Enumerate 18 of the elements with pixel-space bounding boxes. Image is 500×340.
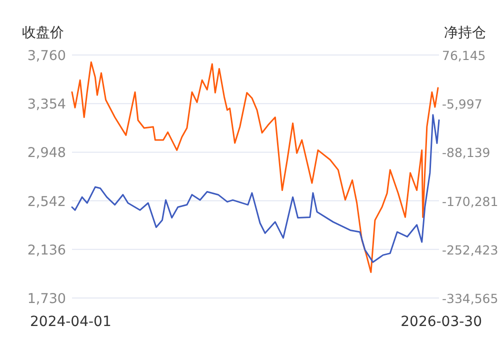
- y2-tick-label: -252,423: [442, 242, 498, 258]
- y-axis-title: 收盘价: [22, 25, 64, 41]
- y-tick-label: 2,542: [27, 194, 66, 210]
- y2-tick-label: -170,281: [442, 194, 498, 209]
- y-tick-label: 1,730: [27, 291, 66, 307]
- y2-tick-label: -334,565: [442, 291, 498, 306]
- line-series: [71, 114, 440, 263]
- y2-tick-label: -88,139: [442, 145, 490, 160]
- y2-tick-label: 76,145: [442, 48, 486, 63]
- y-tick-label: 3,760: [27, 48, 66, 64]
- y-tick-label: 2,136: [27, 242, 66, 258]
- y2-tick-label: -5,997: [442, 96, 482, 112]
- line-series: [71, 61, 439, 274]
- y2-axis-title: 净持仓: [444, 25, 486, 41]
- x-tick-label: 2024-04-01: [30, 314, 112, 330]
- y-tick-label: 2,948: [27, 145, 66, 162]
- y-tick-label: 3,354: [27, 96, 66, 113]
- x-tick-label: 2026-03-30: [400, 314, 482, 330]
